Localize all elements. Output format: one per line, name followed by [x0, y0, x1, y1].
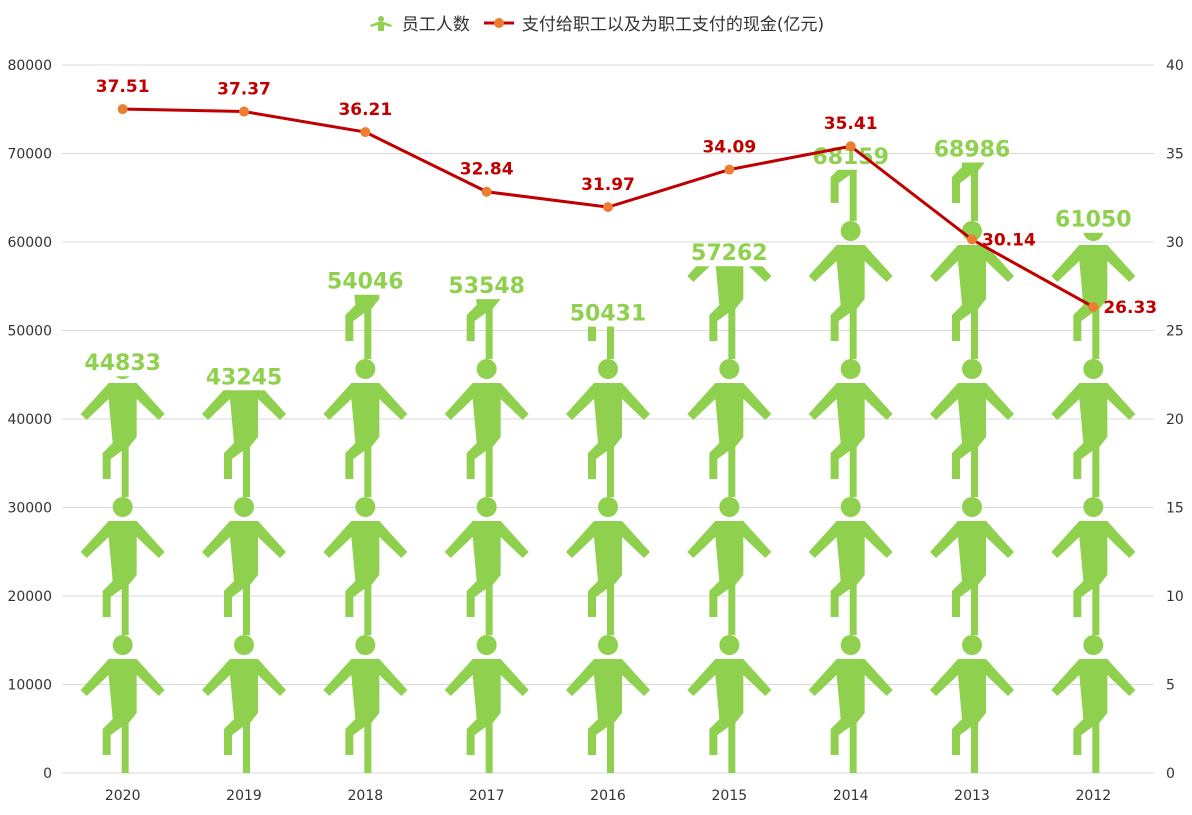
pictorial-bar[interactable]: [202, 221, 286, 773]
x-tick: 2016: [590, 788, 626, 804]
y-left-tick: 10000: [7, 678, 52, 694]
y-left-tick: 0: [43, 766, 52, 782]
y-left-tick: 60000: [7, 235, 52, 251]
line-label: 36.21: [338, 100, 392, 120]
pictorial-bar[interactable]: [323, 83, 408, 773]
y-left-tick: 20000: [7, 589, 52, 605]
y-right-tick: 15: [1166, 501, 1184, 517]
y-right-tick: 5: [1166, 678, 1175, 694]
y-left-tick: 80000: [7, 58, 52, 74]
x-tick: 2017: [469, 788, 505, 804]
y-right-tick: 20: [1166, 412, 1184, 428]
bar-label: 54046: [327, 270, 404, 295]
x-tick: 2012: [1076, 788, 1112, 804]
legend: 员工人数 支付给职工以及为职工支付的现金(亿元): [0, 10, 1192, 35]
x-tick: 2014: [833, 788, 869, 804]
legend-item-cash[interactable]: 支付给职工以及为职工支付的现金(亿元): [483, 10, 825, 35]
line-label: 34.09: [702, 138, 756, 158]
y-left-tick: 40000: [7, 412, 52, 428]
y-right-tick: 35: [1166, 147, 1184, 163]
line-point[interactable]: [360, 127, 371, 138]
y-left-tick: 50000: [7, 324, 52, 340]
pictorial-bar[interactable]: [566, 83, 650, 773]
line-label: 35.41: [824, 114, 878, 134]
y-left-tick: 70000: [7, 147, 52, 163]
y-right-tick: 0: [1166, 766, 1175, 782]
line-point[interactable]: [724, 164, 735, 175]
bar-label: 57262: [691, 241, 768, 266]
legend-label: 员工人数: [401, 15, 470, 35]
pictorial-bar[interactable]: [808, 0, 893, 773]
line-label: 37.37: [217, 80, 271, 100]
pictorial-bar[interactable]: [80, 221, 165, 773]
y-right-tick: 40: [1166, 58, 1184, 74]
legend-label: 支付给职工以及为职工支付的现金(亿元): [521, 15, 825, 35]
line-label: 30.14: [982, 231, 1036, 251]
x-tick: 2015: [712, 788, 748, 804]
line-point[interactable]: [845, 141, 856, 152]
x-tick: 2018: [348, 788, 384, 804]
line-label: 37.51: [96, 77, 150, 97]
y-right-tick: 30: [1166, 235, 1184, 251]
y-right-tick: 25: [1166, 324, 1184, 340]
y-left-tick: 30000: [7, 501, 52, 517]
x-tick: 2013: [954, 788, 990, 804]
bar-label: 53548: [448, 274, 525, 299]
y-right-tick: 10: [1166, 589, 1184, 605]
x-tick: 2019: [226, 788, 262, 804]
legend-item-employees[interactable]: 员工人数: [368, 10, 470, 35]
line-point[interactable]: [1088, 301, 1099, 312]
bar-label: 68986: [934, 137, 1011, 162]
bar-label: 43245: [206, 365, 283, 390]
pictorial-bar[interactable]: [1051, 83, 1136, 773]
pictorial-bar[interactable]: [444, 83, 529, 773]
pictorial-bar[interactable]: [687, 83, 772, 773]
line-label: 26.33: [1103, 298, 1157, 318]
line-label: 31.97: [581, 175, 635, 195]
line-marker-icon: [483, 17, 514, 28]
line-point[interactable]: [481, 186, 492, 197]
bar-label: 61050: [1055, 208, 1132, 233]
line-point[interactable]: [117, 104, 128, 115]
bar-label: 50431: [570, 302, 647, 327]
bar-label: 44833: [84, 351, 161, 376]
x-tick: 2020: [105, 788, 141, 804]
line-label: 32.84: [460, 160, 514, 180]
line-point[interactable]: [603, 202, 613, 213]
person-icon: [369, 15, 392, 31]
line-point[interactable]: [239, 106, 249, 117]
pictorial-bar[interactable]: [930, 0, 1014, 773]
line-point[interactable]: [967, 234, 977, 245]
